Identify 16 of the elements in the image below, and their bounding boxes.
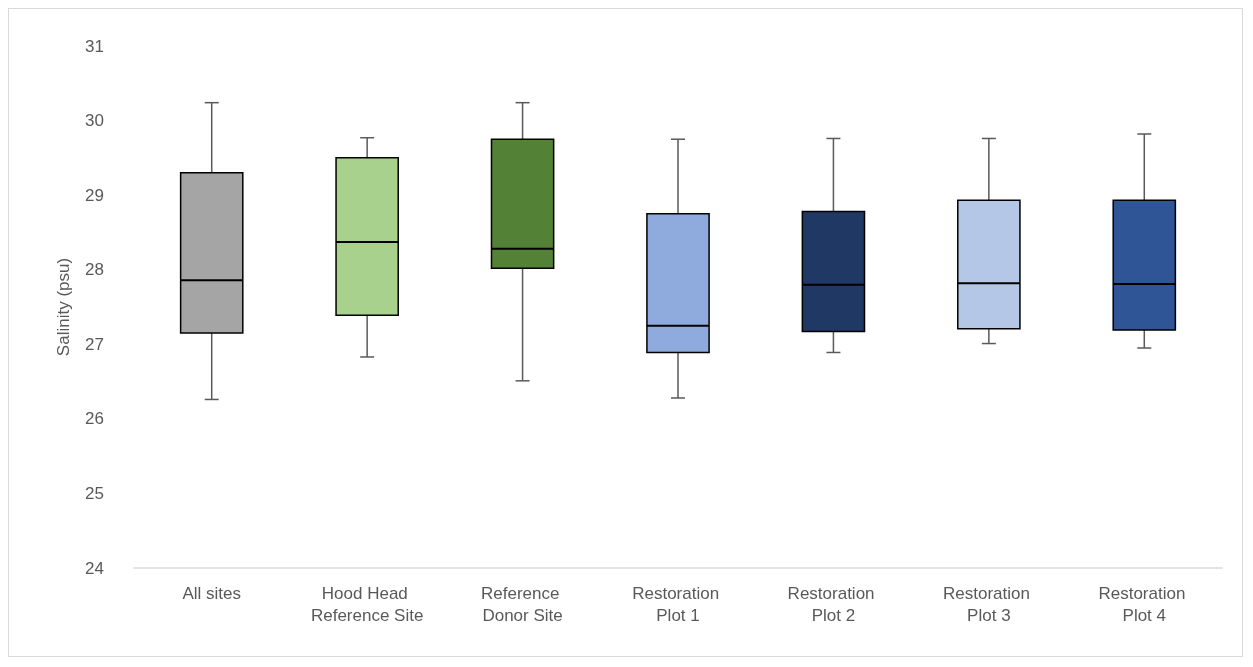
x-tick-label: All sites: [182, 583, 241, 603]
x-tick-label: Restoration Plot 2: [787, 583, 880, 625]
y-tick-label: 25: [85, 483, 104, 503]
y-tick-label: 30: [85, 111, 104, 131]
y-tick-label: 26: [85, 409, 104, 429]
x-tick-label: Reference Donor Site: [480, 583, 565, 625]
x-tick-label: Restoration Plot 3: [943, 583, 1035, 625]
y-tick-label: 31: [85, 36, 104, 56]
x-tick-label: Hood Head Reference Site: [310, 583, 424, 625]
x-tick-label: Restoration Plot 1: [632, 583, 724, 625]
x-tick-label: Restoration Plot 4: [1098, 583, 1191, 625]
y-tick-label: 24: [85, 558, 104, 578]
y-tick-label: 28: [85, 260, 104, 280]
y-tick-label: 29: [85, 185, 104, 205]
y-axis-title: Salinity (psu): [54, 257, 73, 357]
y-tick-label: 27: [85, 334, 104, 354]
